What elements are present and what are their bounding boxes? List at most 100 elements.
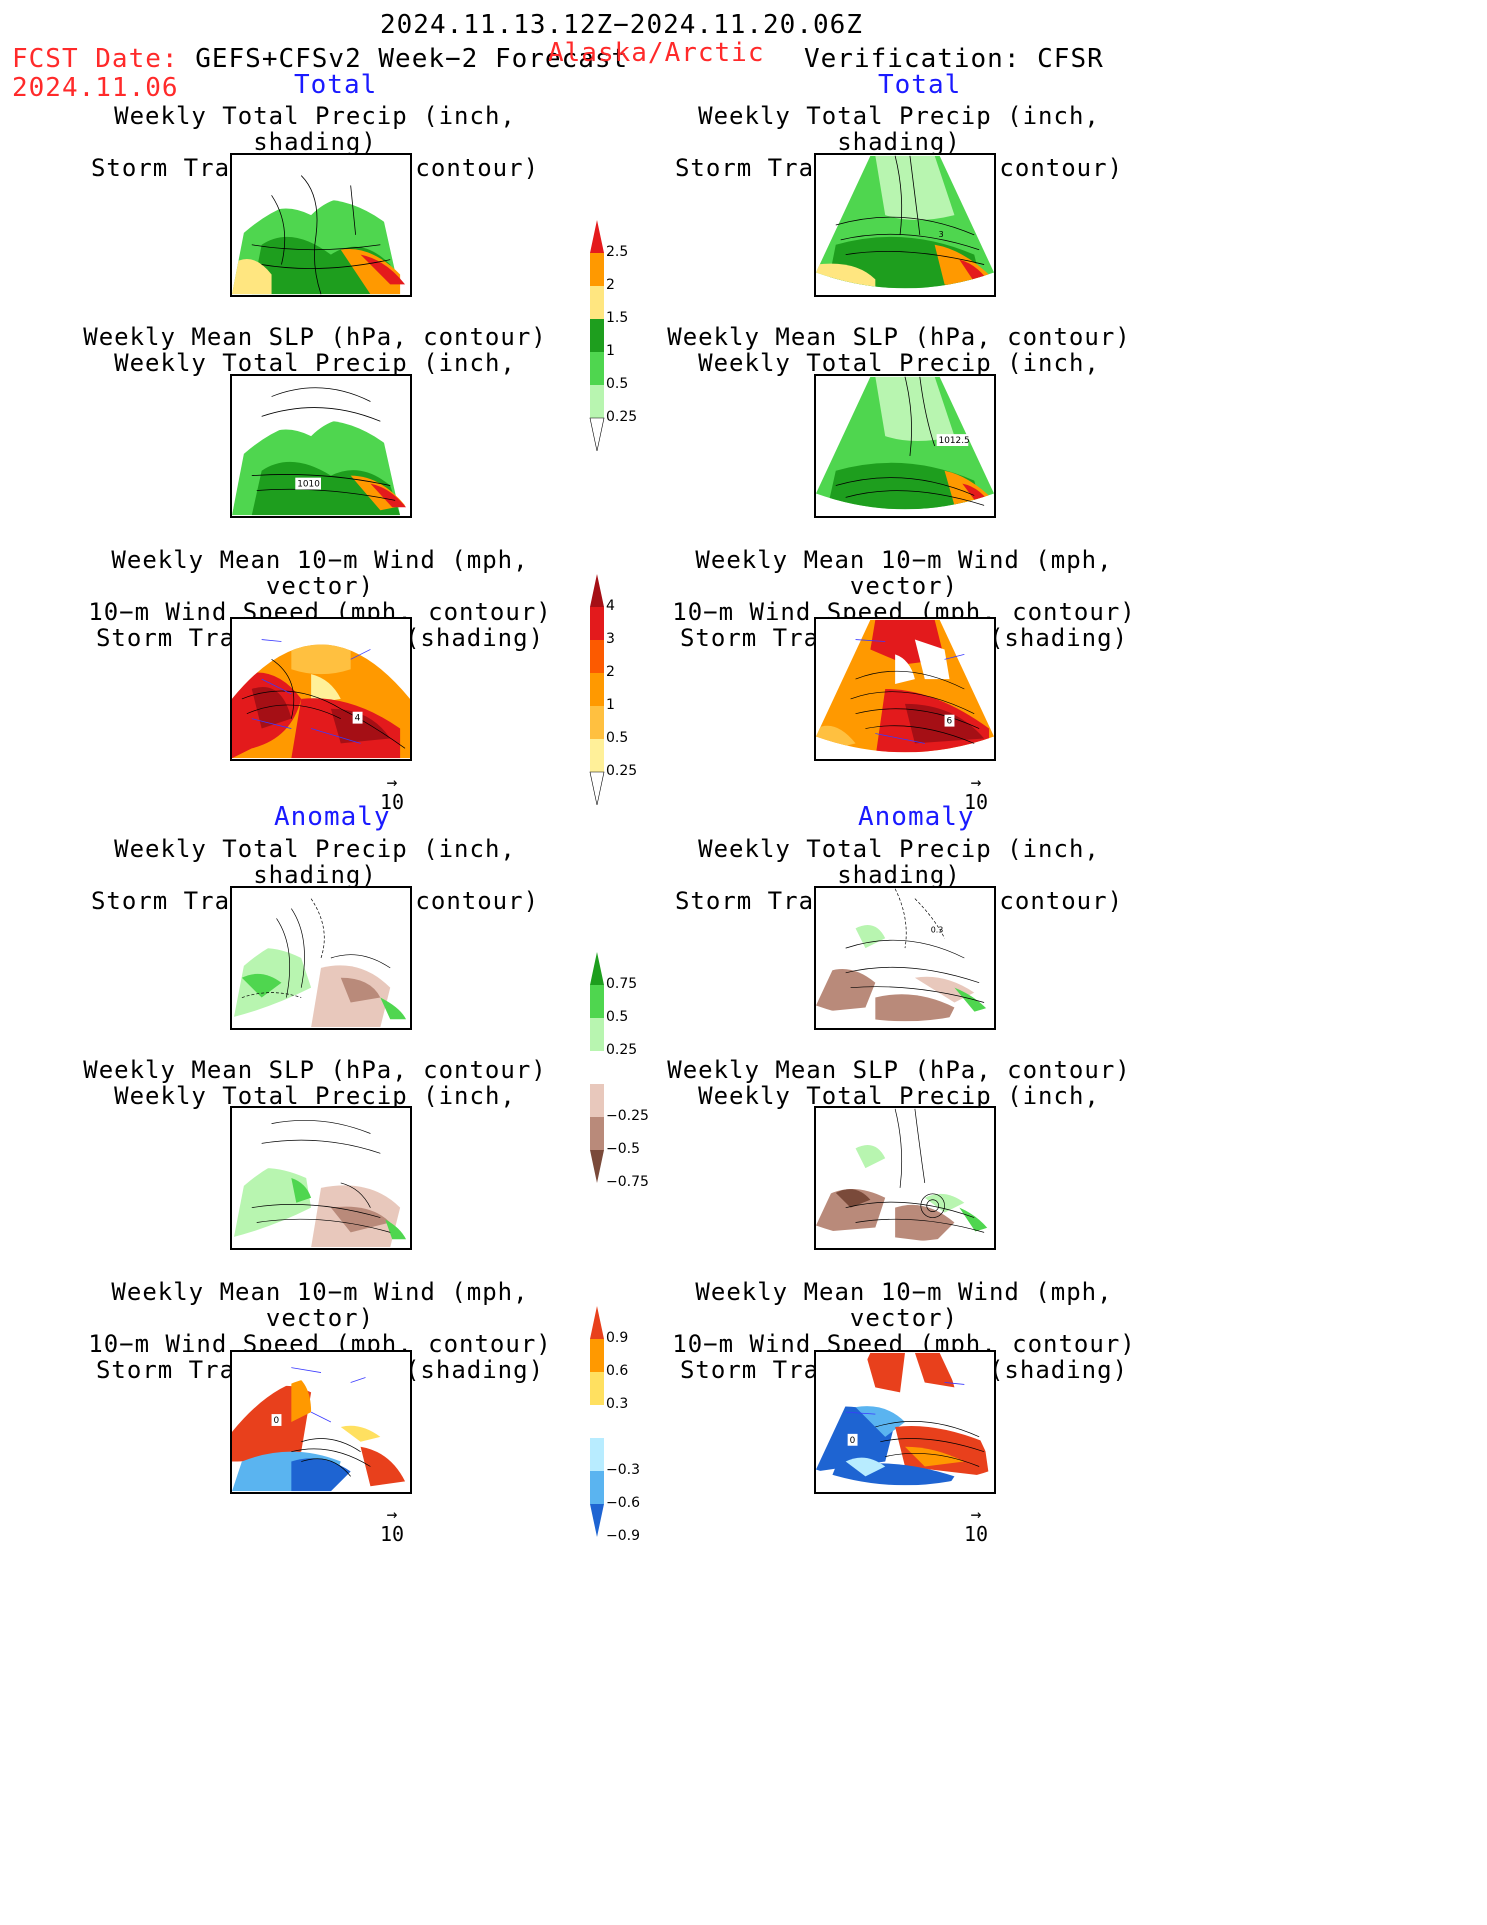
- colorbar-tick-label: 0.25: [606, 409, 638, 425]
- title-line: Weekly Mean 10−m Wind (mph, vector): [695, 546, 1113, 600]
- arrow-right-icon: →: [386, 1504, 398, 1525]
- colorbar-segment: [590, 1405, 604, 1438]
- colorbar-tick-label: −0.25: [606, 1108, 649, 1124]
- colorbar-segment: [590, 1150, 604, 1183]
- title-line: Weekly Total Precip (inch, shading): [698, 102, 1100, 156]
- colorbar-segment: [590, 1471, 604, 1504]
- map-obs-wind-storm-anom: 0: [814, 1350, 996, 1494]
- anomaly-heading-left: Anomaly: [274, 802, 391, 832]
- colorbar-segment: [590, 673, 604, 706]
- fcst-date-label: FCST Date: GEFS+CFSv2 Week−2 Forecast: [12, 44, 628, 74]
- contour-label: 4: [355, 714, 361, 724]
- colorbar-segment: [590, 1372, 604, 1405]
- colorbar-tick-label: 1.5: [606, 310, 629, 326]
- map-fc-wind-storm-total: 4: [230, 617, 412, 761]
- colorbar-tick-label: 4: [606, 598, 615, 614]
- title-line: Weekly Mean SLP (hPa, contour): [83, 323, 547, 351]
- colorbar-segment: [590, 1306, 604, 1339]
- vector-ref-value: 10: [963, 790, 989, 814]
- title-line: Weekly Total Precip (inch, shading): [114, 102, 516, 156]
- title-line: Weekly Mean SLP (hPa, contour): [83, 1056, 547, 1084]
- colorbar-tick-label: −0.6: [606, 1495, 640, 1511]
- colorbar-tick-label: 1: [606, 697, 615, 713]
- contour-label: 0: [274, 1416, 280, 1426]
- colorbar-segment: [590, 253, 604, 286]
- colorbar-tick-label: 0.3: [606, 1396, 629, 1412]
- colorbar-segment: [590, 385, 604, 418]
- map-fc-wind-storm-anom: 0: [230, 1350, 412, 1494]
- colorbar-segment: [589, 771, 605, 806]
- vector-ref-obs-total: → 10: [960, 774, 992, 815]
- colorbar-segment: [589, 417, 605, 452]
- colorbar-tick-label: 3: [606, 631, 615, 647]
- fcst-label: FCST Date:: [12, 44, 179, 74]
- title-fc-slp-total: Weekly Mean SLP (hPa, contour) Weekly To…: [60, 324, 570, 402]
- colorbar-graphic: [590, 1306, 604, 1537]
- colorbar-segment: [590, 574, 604, 607]
- colorbar-segment: [590, 1339, 604, 1372]
- colorbar-segment: [590, 220, 604, 253]
- fcst-date: 2024.11.06: [12, 73, 179, 103]
- map-fc-slp-precip-anom: [230, 1106, 412, 1250]
- total-heading-right: Total: [878, 70, 962, 100]
- colorbar-segment: [590, 319, 604, 352]
- vector-ref-fc-total: → 10: [376, 774, 408, 815]
- map-fc-slp-precip-total: 1010: [230, 374, 412, 518]
- title-line: Weekly Mean SLP (hPa, contour): [667, 1056, 1131, 1084]
- colorbar-tick-label: 0.9: [606, 1330, 629, 1346]
- map-fc-precip-storm-anom: [230, 886, 412, 1030]
- colorbar-tick-label: −0.75: [606, 1174, 649, 1190]
- colorbar-segment: [590, 1117, 604, 1150]
- title-line: Weekly Mean 10−m Wind (mph, vector): [111, 546, 529, 600]
- colorbar-segment: [590, 1504, 604, 1537]
- colorbar-tick-label: 0.25: [606, 1042, 638, 1058]
- period-title: 2024.11.13.12Z−2024.11.20.06Z: [380, 10, 863, 40]
- colorbar-tick-label: −0.9: [606, 1528, 640, 1544]
- colorbar-graphic: [590, 952, 604, 1183]
- colorbar-tick-label: 2.5: [606, 244, 629, 260]
- colorbar-graphic: [589, 574, 605, 806]
- title-line: Weekly Total Precip (inch, shading): [698, 835, 1100, 889]
- colorbar-segment: [590, 640, 604, 673]
- title-line: Weekly Total Precip (inch, shading): [114, 835, 516, 889]
- colorbar-tick-label: 2: [606, 277, 615, 293]
- contour-label: 0.3: [931, 925, 944, 934]
- title-obs-precip-anom: Weekly Total Precip (inch, shading) Stor…: [644, 836, 1154, 914]
- colorbar-tick-label: 2: [606, 664, 615, 680]
- colorbar-precip-total: 2.5 2 1.5 1 0.5 0.25: [588, 220, 648, 452]
- anomaly-heading-right: Anomaly: [858, 802, 975, 832]
- colorbar-segment: [590, 739, 604, 772]
- colorbar-tick-label: 0.5: [606, 730, 629, 746]
- map-fc-precip-storm-total: [230, 153, 412, 297]
- contour-label: 6: [947, 717, 953, 727]
- colorbar-segment: [590, 286, 604, 319]
- colorbar-precip-anom: 0.75 0.5 0.25 −0.25 −0.5 −0.75: [588, 952, 652, 1190]
- arrow-right-icon: →: [970, 1504, 982, 1525]
- colorbar-tick-label: −0.5: [606, 1141, 640, 1157]
- contour-label: 3: [939, 230, 944, 239]
- colorbar-tick-label: 0.25: [606, 763, 638, 779]
- title-obs-wind-anom: Weekly Mean 10−m Wind (mph, vector) 10−m…: [644, 1279, 1164, 1383]
- colorbar-segment: [590, 1018, 604, 1051]
- title-line: Weekly Mean 10−m Wind (mph, vector): [111, 1278, 529, 1332]
- vector-ref-value: 10: [963, 1522, 989, 1546]
- map-obs-slp-precip-total: 1012.5: [814, 374, 996, 518]
- map-obs-slp-precip-anom: [814, 1106, 996, 1250]
- total-heading-left: Total: [294, 70, 378, 100]
- colorbar-segment: [590, 952, 604, 985]
- colorbar-segment: [590, 706, 604, 739]
- colorbar-tick-label: 0.5: [606, 1009, 629, 1025]
- verification-label: Verification: CFSR: [804, 44, 1104, 74]
- vector-ref-value: 10: [379, 790, 405, 814]
- colorbar-storm-anom: 0.9 0.6 0.3 −0.3 −0.6 −0.9: [588, 1306, 652, 1544]
- vector-ref-obs-anom: → 10: [960, 1504, 992, 1547]
- map-obs-precip-storm-total: 3: [814, 153, 996, 297]
- colorbar-segment: [590, 1438, 604, 1471]
- contour-label: 0: [850, 1436, 856, 1446]
- region-label: Alaska/Arctic: [548, 38, 765, 68]
- colorbar-tick-label: 0.75: [606, 976, 638, 992]
- colorbar-tick-label: −0.3: [606, 1462, 640, 1478]
- colorbar-segment: [590, 1084, 604, 1117]
- colorbar-segment: [590, 607, 604, 640]
- contour-label: 1012.5: [939, 436, 970, 446]
